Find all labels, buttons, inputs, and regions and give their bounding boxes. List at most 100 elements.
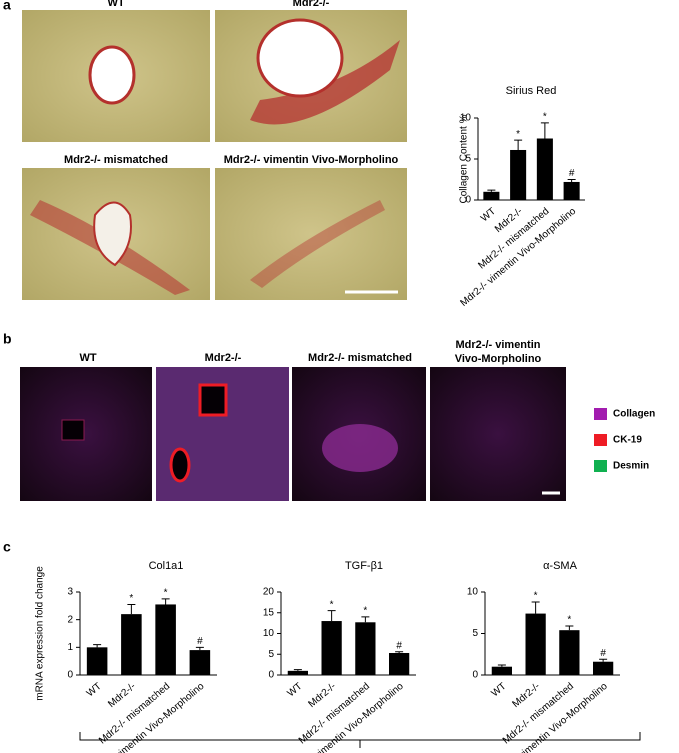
image-caption: Mdr2-/- <box>293 0 330 9</box>
error-bar <box>127 603 136 615</box>
x-tick-label: WT <box>85 681 104 699</box>
bar <box>483 191 500 200</box>
image-caption: Mdr2-/- vimentin <box>456 339 541 351</box>
significance-mark: * <box>330 599 334 610</box>
y-tick-label: 10 <box>467 587 479 598</box>
image-caption: Mdr2-/- <box>205 352 242 364</box>
x-tick-label: Mdr2-/- <box>306 681 338 710</box>
vessel <box>169 447 191 483</box>
error-bar <box>497 664 506 667</box>
significance-mark: # <box>197 636 203 647</box>
significance-mark: # <box>600 648 606 659</box>
y-tick-label: 3 <box>67 587 73 598</box>
significance-mark: * <box>543 112 547 123</box>
y-tick-label: 0 <box>465 195 471 206</box>
image-caption: Mdr2-/- vimentin Vivo-Morpholino <box>224 154 399 166</box>
y-tick-label: 0 <box>67 670 73 681</box>
bar <box>525 613 546 675</box>
bar <box>121 614 142 675</box>
error-bar <box>293 669 302 671</box>
significance-mark: * <box>164 588 168 599</box>
image-caption: Vivo-Morpholino <box>455 353 542 365</box>
fibrosis <box>250 40 400 125</box>
error-bar <box>161 598 170 605</box>
histology-images <box>22 10 407 300</box>
image-caption: Mdr2-/- mismatched <box>308 352 412 364</box>
x-tick-label: WT <box>286 681 305 699</box>
image <box>20 367 152 501</box>
bar <box>491 666 512 675</box>
error-bar <box>327 610 336 622</box>
error-bar <box>565 625 574 631</box>
bar <box>86 647 108 675</box>
chart-title: Sirius Red <box>506 85 557 97</box>
y-tick-label: 0 <box>268 670 274 681</box>
panel-label: a <box>3 0 11 13</box>
chart-title: Col1a1 <box>149 560 184 572</box>
x-tick-label: Mdr2-/- vimentin Vivo-Morpholino <box>458 206 578 309</box>
vessel <box>256 18 344 98</box>
significance-mark: * <box>534 591 538 602</box>
fibrosis <box>322 424 398 472</box>
bar <box>321 621 342 675</box>
bar <box>189 650 211 675</box>
error-bar <box>514 139 523 150</box>
bar <box>287 670 308 675</box>
y-tick-label: 2 <box>67 614 73 625</box>
bar <box>355 622 376 675</box>
x-tick-label: WT <box>479 206 498 224</box>
bar <box>559 630 580 675</box>
image-caption: Mdr2-/- mismatched <box>64 154 168 166</box>
error-bar <box>487 189 496 192</box>
error-bar <box>93 644 102 648</box>
chart-title: α-SMA <box>543 560 578 572</box>
y-tick-label: 1 <box>67 642 73 653</box>
chart-title: TGF-β1 <box>345 560 383 572</box>
y-tick-label: 15 <box>263 607 275 618</box>
image <box>215 168 407 300</box>
legend-label: CK-19 <box>613 435 642 446</box>
bar <box>563 181 580 200</box>
x-tick-label: WT <box>490 681 509 699</box>
vessel <box>198 383 228 417</box>
image-caption: WT <box>107 0 124 9</box>
legend-swatch <box>594 434 607 446</box>
y-axis-label: Collagen Content % <box>459 114 470 203</box>
error-bar <box>361 616 370 623</box>
bar <box>510 149 527 200</box>
y-tick-label: 20 <box>263 587 275 598</box>
x-tick-label: Mdr2-/- <box>106 681 138 710</box>
significance-mark: * <box>129 593 133 604</box>
y-axis-label: mRNA expression fold change <box>35 566 46 701</box>
bar <box>593 661 614 675</box>
y-tick-label: 10 <box>460 113 472 124</box>
significance-mark: * <box>363 606 367 617</box>
fluorescence-images <box>20 367 566 501</box>
bar <box>155 604 176 675</box>
y-tick-label: 5 <box>472 628 478 639</box>
error-bar <box>195 646 204 651</box>
y-tick-label: 0 <box>472 670 478 681</box>
legend-label: Collagen <box>613 409 655 420</box>
error-bar <box>531 601 540 614</box>
fibrosis <box>250 200 385 288</box>
image-caption: WT <box>79 352 96 364</box>
significance-mark: * <box>516 129 520 140</box>
error-bar <box>567 179 576 182</box>
legend-swatch <box>594 460 607 472</box>
x-tick-label: Mdr2-/- <box>510 681 542 710</box>
significance-mark: * <box>567 615 571 626</box>
panel-label: b <box>3 331 12 347</box>
error-bar <box>540 122 549 139</box>
error-bar <box>599 658 608 662</box>
legend-label: Desmin <box>613 461 649 472</box>
vessel <box>88 45 136 105</box>
significance-mark: # <box>396 640 402 651</box>
y-tick-label: 10 <box>263 628 275 639</box>
bar <box>389 653 410 675</box>
y-tick-label: 5 <box>268 649 274 660</box>
vessel <box>93 201 132 267</box>
panel-label: c <box>3 539 11 555</box>
y-tick-label: 5 <box>465 154 471 165</box>
vessel <box>61 419 85 441</box>
